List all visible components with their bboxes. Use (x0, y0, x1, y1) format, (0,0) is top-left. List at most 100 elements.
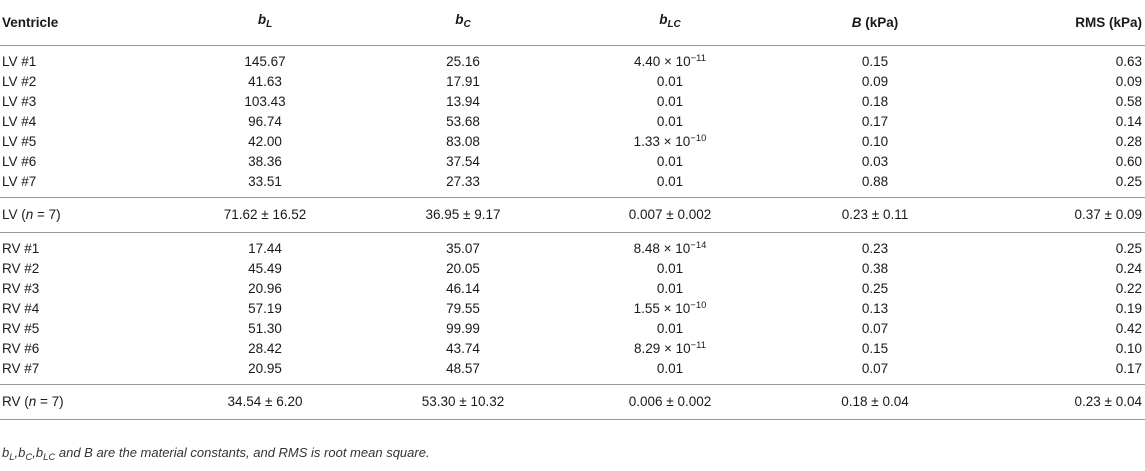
cell-rms: 0.25 (1115, 174, 1142, 189)
cell-ventricle: LV #6 (2, 154, 37, 169)
cell-summary-blc: 0.006 ± 0.002 (561, 384, 779, 420)
cell-rms: 0.63 (1115, 54, 1142, 69)
cell-blc: 0.01 (561, 279, 779, 299)
cell-b: 0.23 (861, 241, 889, 256)
cell-bl: 45.49 (248, 261, 282, 276)
cell-blc-mantissa: 0.01 (656, 261, 684, 276)
cell-bc: 20.05 (446, 261, 480, 276)
cell-summary-rms: 0.37 ± 0.09 (971, 197, 1145, 233)
cell-bl: 51.30 (248, 321, 282, 336)
cell-bc: 35.07 (446, 241, 480, 256)
cell-ventricle: LV #4 (2, 114, 37, 129)
cell-rms: 0.14 (1115, 114, 1142, 129)
cell-bc: 83.08 (446, 134, 480, 149)
cell-blc: 0.01 (561, 319, 779, 339)
cell-blc-mantissa: 8.48 × 10 (633, 241, 691, 256)
cell-ventricle: LV #1 (2, 54, 37, 69)
cell-blc: 0.01 (561, 259, 779, 279)
cell-summary-label: LV (n = 7) (0, 197, 165, 233)
cell-bc: 43.74 (446, 341, 480, 356)
cell-b: 0.38 (861, 261, 889, 276)
cell-rms: 0.42 (1115, 321, 1142, 336)
material-constants-table: Ventricle bL bC bLC B (kPa) RMS (kPa) LV… (0, 0, 1145, 420)
cell-blc: 1.33 × 10−10 (561, 132, 779, 152)
cell-b: 0.10 (861, 134, 889, 149)
cell-blc-mantissa: 0.01 (656, 154, 684, 169)
cell-bc: 99.99 (446, 321, 480, 336)
cell-bc: 53.68 (446, 114, 480, 129)
table-row: LV #1 145.67 25.16 4.40 × 10−11 0.15 0.63 (0, 46, 1145, 73)
cell-blc: 0.01 (561, 112, 779, 132)
cell-bl: 38.36 (248, 154, 282, 169)
cell-ventricle: LV #5 (2, 134, 37, 149)
cell-blc: 4.40 × 10−11 (561, 46, 779, 73)
cell-rms: 0.28 (1115, 134, 1142, 149)
cell-bc: 27.33 (446, 174, 480, 189)
table-row: RV #2 45.49 20.05 0.01 0.38 0.24 (0, 259, 1145, 279)
summary-prefix: LV ( (2, 207, 26, 222)
cell-blc-mantissa: 1.55 × 10 (633, 301, 691, 316)
cell-summary-rms: 0.23 ± 0.04 (971, 384, 1145, 420)
table-body: LV #1 145.67 25.16 4.40 × 10−11 0.15 0.63 LV #… (0, 46, 1145, 420)
cell-b: 0.18 (861, 94, 889, 109)
table-row: RV #3 20.96 46.14 0.01 0.25 0.22 (0, 279, 1145, 299)
table-header: Ventricle bL bC bLC B (kPa) RMS (kPa) (0, 0, 1145, 46)
cell-rms: 0.25 (1115, 241, 1142, 256)
cell-rms: 0.17 (1115, 361, 1142, 376)
summary-n: n (25, 207, 34, 222)
cell-b: 0.88 (861, 174, 889, 189)
cell-ventricle: RV #5 (2, 321, 40, 336)
cell-summary-blc: 0.007 ± 0.002 (561, 197, 779, 233)
cell-blc-mantissa: 0.01 (656, 321, 684, 336)
cell-b: 0.07 (861, 361, 889, 376)
header-bl: bL (165, 0, 365, 46)
table-row: LV #7 33.51 27.33 0.01 0.88 0.25 (0, 172, 1145, 198)
cell-summary-b: 0.23 ± 0.11 (779, 197, 971, 233)
cell-ventricle: RV #1 (2, 241, 40, 256)
cell-blc: 0.01 (561, 172, 779, 198)
cell-blc-mantissa: 4.40 × 10 (633, 54, 691, 69)
header-blc: bLC (561, 0, 779, 46)
summary-row: LV (n = 7) 71.62 ± 16.52 36.95 ± 9.17 0.007… (0, 197, 1145, 233)
cell-blc: 0.01 (561, 359, 779, 385)
cell-summary-bl: 71.62 ± 16.52 (165, 197, 365, 233)
cell-summary-bl: 34.54 ± 6.20 (165, 384, 365, 420)
cell-bc: 25.16 (446, 54, 480, 69)
cell-summary-bc: 36.95 ± 9.17 (365, 197, 561, 233)
header-ventricle: Ventricle (0, 0, 165, 46)
cell-ventricle: RV #3 (2, 281, 40, 296)
cell-blc-mantissa: 0.01 (656, 74, 684, 89)
cell-bl: 17.44 (248, 241, 282, 256)
cell-bl: 42.00 (248, 134, 282, 149)
cell-b: 0.03 (861, 154, 889, 169)
cell-blc-mantissa: 8.29 × 10 (633, 341, 691, 356)
cell-b: 0.17 (861, 114, 889, 129)
cell-ventricle: LV #3 (2, 94, 37, 109)
cell-blc-mantissa: 0.01 (656, 174, 684, 189)
cell-bc: 46.14 (446, 281, 480, 296)
cell-b: 0.15 (861, 341, 889, 356)
cell-blc-mantissa: 0.01 (656, 281, 684, 296)
header-b: B (kPa) (779, 0, 971, 46)
cell-b: 0.07 (861, 321, 889, 336)
cell-blc-mantissa: 0.01 (656, 94, 684, 109)
cell-bl: 41.63 (248, 74, 282, 89)
table-row: LV #6 38.36 37.54 0.01 0.03 0.60 (0, 152, 1145, 172)
cell-bl: 145.67 (244, 54, 286, 69)
cell-blc-mantissa: 0.01 (656, 114, 684, 129)
cell-blc: 0.01 (561, 72, 779, 92)
table-footnote: bL,bC,bLC and B are the material constan… (2, 445, 430, 463)
cell-bl: 20.96 (248, 281, 282, 296)
cell-bc: 13.94 (446, 94, 480, 109)
header-row: Ventricle bL bC bLC B (kPa) RMS (kPa) (0, 0, 1145, 46)
cell-rms: 0.60 (1115, 154, 1142, 169)
cell-blc-exponent: −10 (690, 300, 707, 311)
cell-blc: 8.48 × 10−14 (561, 233, 779, 260)
cell-rms: 0.22 (1115, 281, 1142, 296)
table-row: RV #6 28.42 43.74 8.29 × 10−11 0.15 0.10 (0, 339, 1145, 359)
cell-blc-exponent: −14 (690, 240, 707, 251)
table-row: RV #7 20.95 48.57 0.01 0.07 0.17 (0, 359, 1145, 385)
cell-ventricle: RV #7 (2, 361, 40, 376)
cell-ventricle: RV #4 (2, 301, 40, 316)
